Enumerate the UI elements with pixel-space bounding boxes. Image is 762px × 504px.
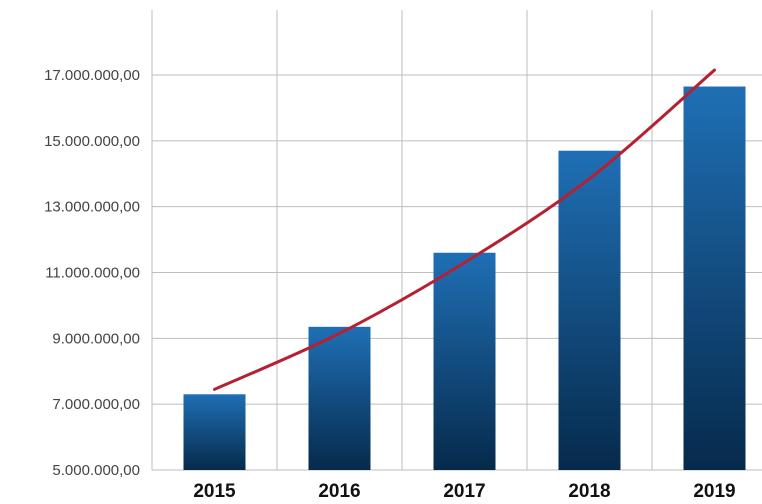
bars [183, 86, 746, 471]
x-tick-label: 2019 [693, 481, 735, 502]
y-tick-label: 7.000.000,00 [52, 396, 140, 413]
trend-line [213, 68, 716, 391]
bar-2015 [183, 394, 246, 470]
x-tick-label: 2018 [568, 481, 610, 502]
y-axis-ticks: 5.000.000,00 7.000.000,00 9.000.000,00 11.0… [44, 67, 140, 479]
bar-2019 [683, 86, 746, 470]
y-tick-label: 13.000.000,00 [44, 199, 140, 216]
x-tick-label: 2015 [193, 481, 236, 502]
bar-2018 [558, 150, 621, 471]
bar-2017 [433, 252, 496, 470]
y-tick-label: 11.000.000,00 [45, 265, 140, 282]
x-tick-label: 2017 [443, 481, 485, 502]
y-tick-label: 17.000.000,00 [44, 67, 140, 84]
x-tick-label: 2016 [318, 481, 360, 502]
grid [151, 10, 762, 471]
y-tick-label: 5.000.000,00 [52, 462, 140, 479]
y-tick-label: 15.000.000,00 [44, 133, 140, 150]
bar-2016 [308, 326, 371, 470]
y-tick-label: 9.000.000,00 [52, 330, 140, 347]
x-axis-ticks: 2015 2016 2017 2018 2019 [193, 481, 735, 502]
trend [213, 68, 716, 391]
